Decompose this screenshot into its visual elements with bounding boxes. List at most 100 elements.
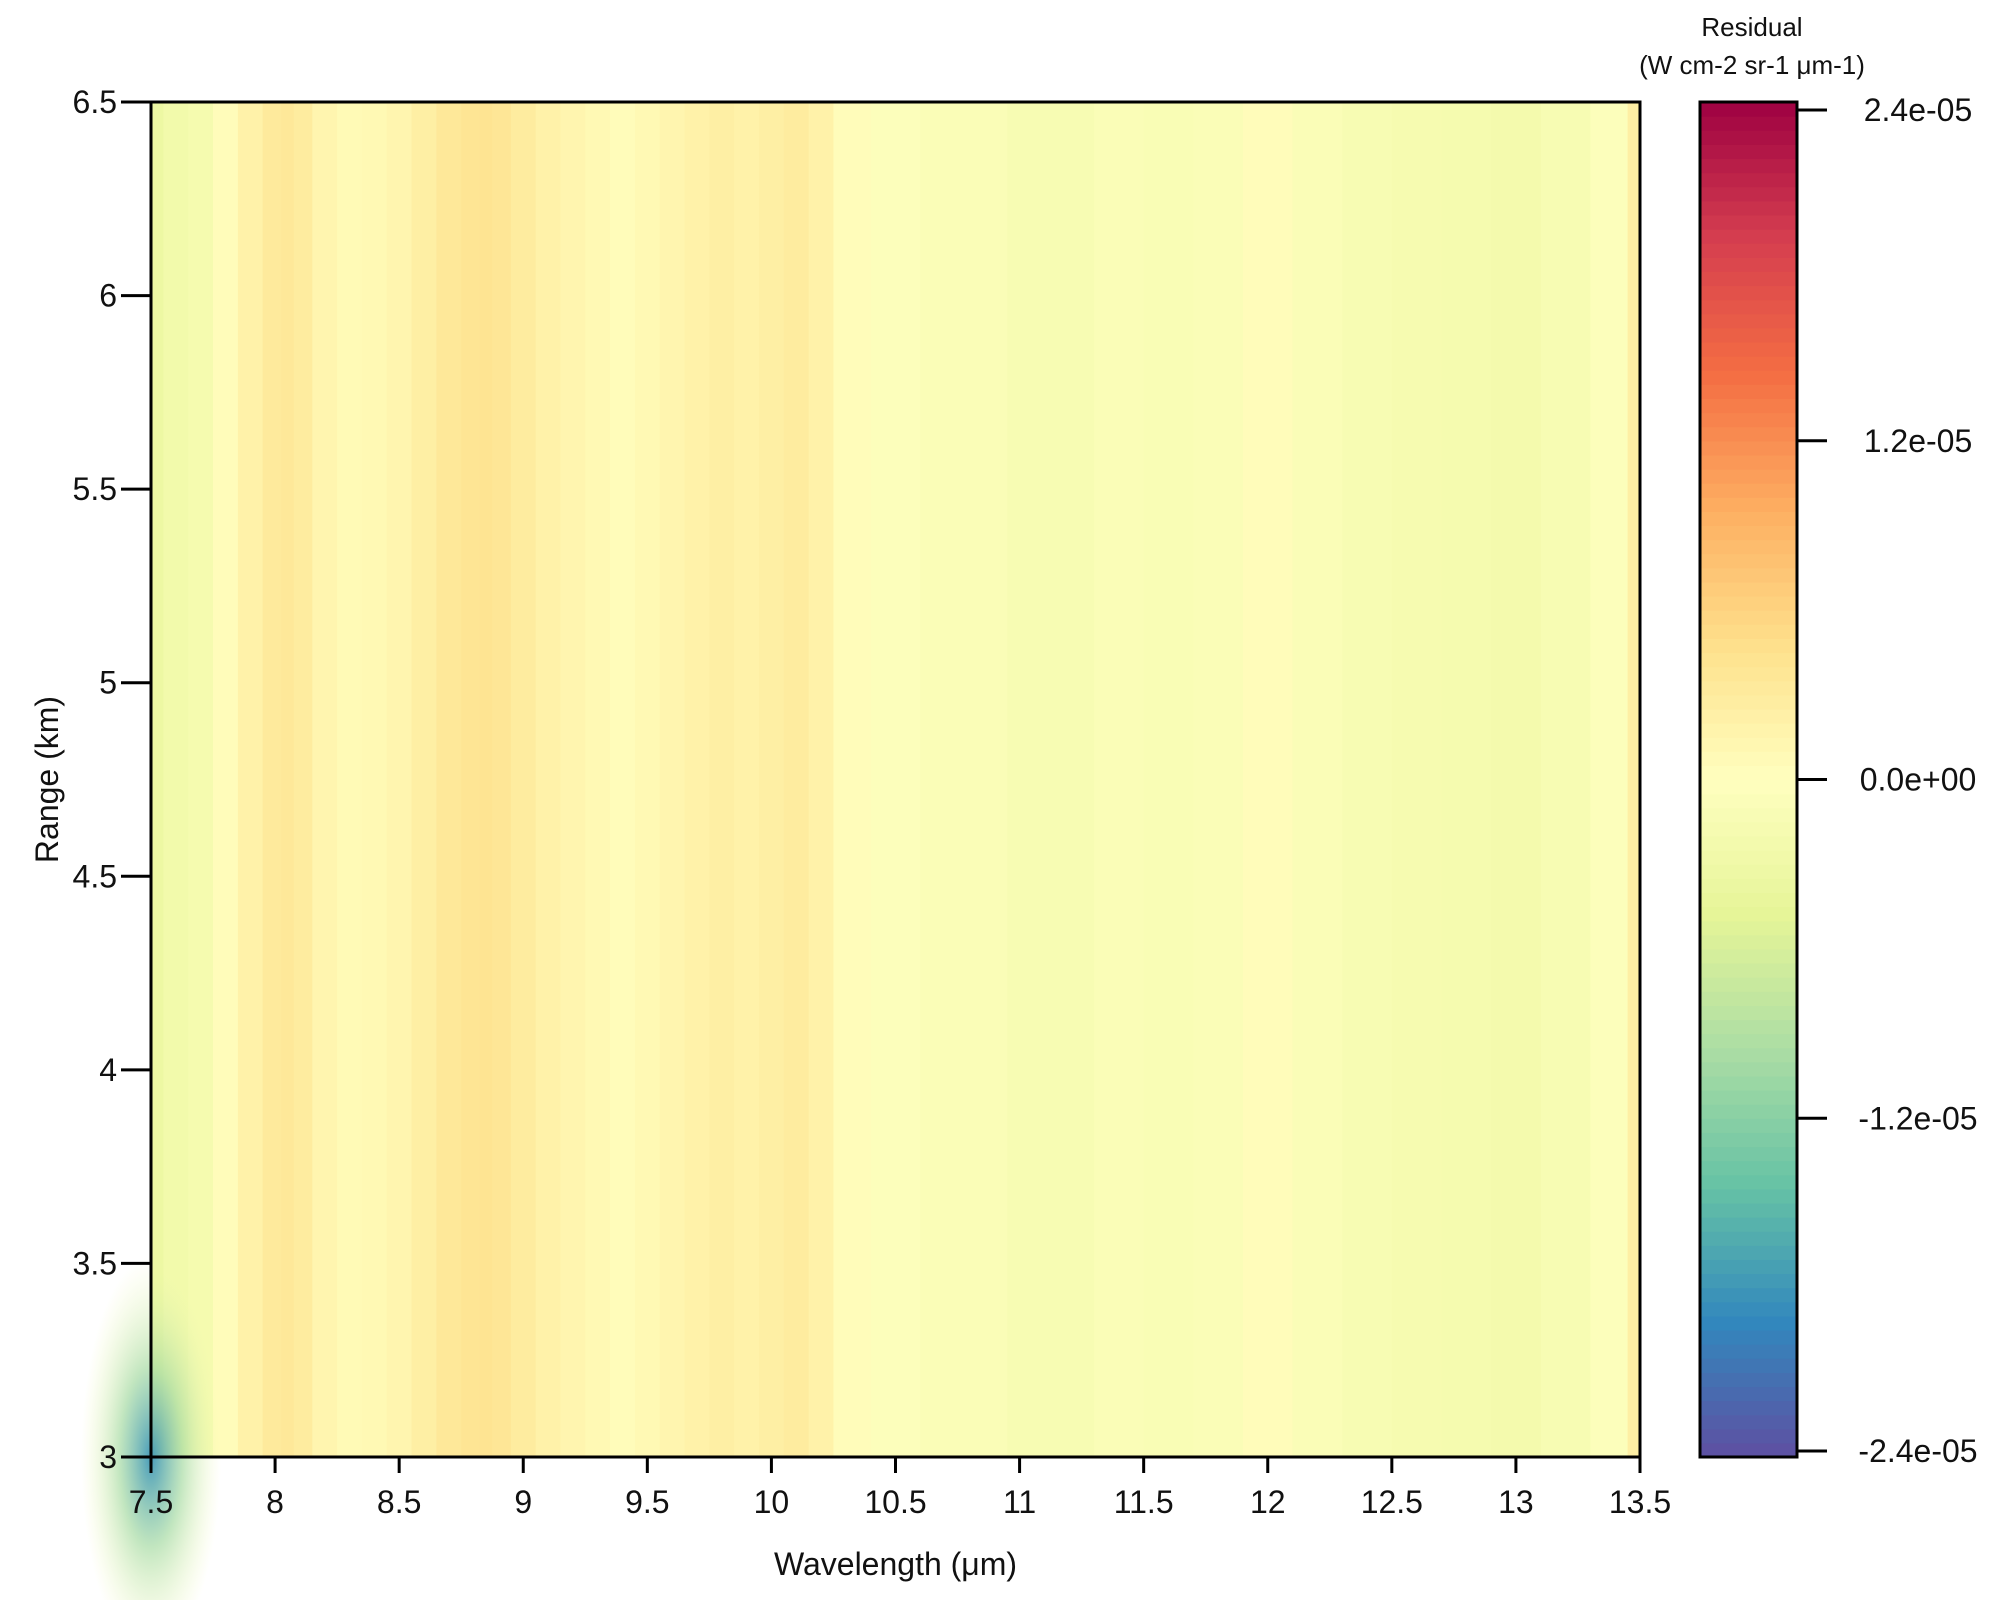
heatmap-column — [293, 102, 314, 1457]
x-tick-label: 7.5 — [129, 1484, 173, 1520]
colorbar-step — [1700, 102, 1797, 117]
colorbar-step — [1700, 553, 1797, 569]
colorbar-title: Residual — [1701, 12, 1802, 42]
colorbar-step — [1700, 991, 1797, 1006]
colorbar-step — [1700, 666, 1797, 682]
colorbar-step — [1700, 962, 1797, 978]
heatmap-column — [1007, 102, 1046, 1457]
colorbar-step — [1700, 1118, 1797, 1133]
colorbar-step — [1700, 821, 1797, 837]
colorbar-step — [1700, 1061, 1797, 1077]
colorbar-step — [1700, 906, 1797, 922]
heatmap-column — [262, 102, 283, 1457]
colorbar-step — [1700, 1202, 1797, 1218]
heatmap-column — [188, 102, 214, 1457]
heatmap-column — [1292, 102, 1343, 1457]
colorbar-step — [1700, 172, 1797, 188]
colorbar-step — [1700, 313, 1797, 329]
heatmap-column — [1627, 102, 1641, 1457]
heatmap-column — [337, 102, 363, 1457]
y-axis-label: Range (km) — [29, 696, 65, 863]
heatmap-column — [684, 102, 711, 1457]
colorbar-step — [1700, 384, 1797, 399]
x-tick-label: 12.5 — [1361, 1484, 1423, 1520]
colorbar-step — [1700, 454, 1797, 470]
heatmap-column — [535, 102, 562, 1457]
colorbar-step — [1700, 948, 1797, 964]
colorbar-step — [1700, 130, 1797, 145]
colorbar-step — [1700, 1358, 1797, 1373]
colorbar-step — [1700, 1400, 1797, 1416]
colorbar-step — [1700, 158, 1797, 174]
colorbar: Residual (W cm-2 sr-1 μm-1) 2.4e-05 1.2e-… — [1639, 12, 1978, 1469]
colorbar-tick-label: 1.2e-05 — [1864, 423, 1973, 459]
heatmap-column — [213, 102, 239, 1457]
colorbar-step — [1700, 835, 1797, 851]
colorbar-step — [1700, 596, 1797, 611]
heatmap-column — [492, 102, 512, 1457]
x-tick-label: 8.5 — [377, 1484, 421, 1520]
colorbar-step — [1700, 1146, 1797, 1162]
colorbar-step — [1700, 1372, 1797, 1388]
colorbar-step — [1700, 1174, 1797, 1190]
heatmap-column — [1094, 102, 1145, 1457]
colorbar-step — [1700, 116, 1797, 131]
colorbar-step — [1700, 356, 1797, 371]
y-tick-label: 5 — [99, 665, 117, 701]
heatmap-column — [461, 102, 481, 1457]
colorbar-step — [1700, 1329, 1797, 1345]
y-tick-label: 3 — [99, 1439, 117, 1475]
colorbar-step — [1700, 581, 1797, 597]
heatmap-column — [1242, 102, 1294, 1457]
colorbar-step — [1700, 567, 1797, 583]
colorbar-step — [1700, 610, 1797, 625]
x-tick-label: 8 — [266, 1484, 284, 1520]
colorbar-step — [1700, 1442, 1797, 1458]
colorbar-step — [1700, 920, 1797, 936]
heatmap-column — [1044, 102, 1095, 1457]
colorbar-step — [1700, 624, 1797, 639]
y-tick-label: 6 — [99, 278, 117, 314]
x-tick-label: 9.5 — [625, 1484, 669, 1520]
heatmap-column — [361, 102, 388, 1457]
heatmap-column — [659, 102, 686, 1457]
colorbar-step — [1700, 1245, 1797, 1260]
heatmap-cells — [151, 102, 1641, 1457]
x-tick-label: 13 — [1498, 1484, 1534, 1520]
colorbar-step — [1700, 440, 1797, 456]
heatmap-column — [1342, 102, 1393, 1457]
heatmap-column — [870, 102, 922, 1457]
colorbar-step — [1700, 1104, 1797, 1119]
heatmap-column — [709, 102, 735, 1457]
colorbar-step — [1700, 299, 1797, 315]
colorbar-step — [1700, 271, 1797, 287]
x-tick-label: 9 — [514, 1484, 532, 1520]
colorbar-step — [1700, 257, 1797, 272]
colorbar-tick-label: -2.4e-05 — [1858, 1433, 1977, 1469]
heatmap-column — [312, 102, 338, 1457]
colorbar-step — [1700, 652, 1797, 668]
colorbar-step — [1700, 708, 1797, 724]
colorbar-step — [1700, 1075, 1797, 1091]
colorbar-step — [1700, 243, 1797, 258]
colorbar-step — [1700, 1315, 1797, 1331]
colorbar-step — [1700, 779, 1797, 795]
colorbar-step — [1700, 807, 1797, 823]
colorbar-step — [1700, 850, 1797, 865]
colorbar-step — [1700, 1414, 1797, 1430]
colorbar-step — [1700, 680, 1797, 696]
y-tick-label: 4 — [99, 1052, 117, 1088]
x-tick-label: 12 — [1250, 1484, 1286, 1520]
x-axis: 7.5 8 8.5 9 9.5 10 10.5 11 11.5 12 12.5 13 13.5 — [129, 1457, 1671, 1520]
heatmap-column — [436, 102, 463, 1457]
colorbar-step — [1700, 426, 1797, 442]
heatmap-column — [1143, 102, 1195, 1457]
heatmap-column — [1193, 102, 1244, 1457]
colorbar-tick-label: 2.4e-05 — [1864, 92, 1973, 128]
colorbar-step — [1700, 1344, 1797, 1359]
colorbar-step — [1700, 723, 1797, 738]
colorbar-step — [1700, 1217, 1797, 1232]
colorbar-step — [1700, 1231, 1797, 1246]
heatmap-column — [237, 102, 264, 1457]
colorbar-step — [1700, 1428, 1797, 1444]
